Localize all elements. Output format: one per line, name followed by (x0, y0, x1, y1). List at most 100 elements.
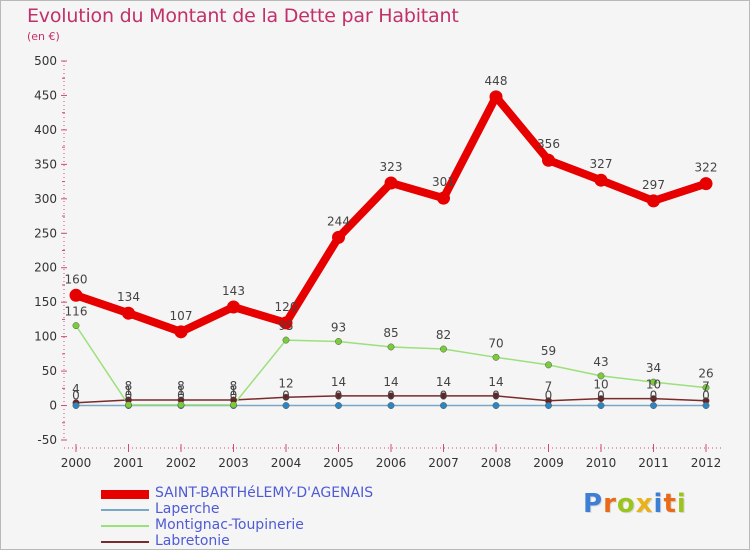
data-label: 85 (383, 326, 398, 340)
y-tick-label: 150 (34, 295, 57, 309)
logo-letter: t (663, 489, 677, 519)
x-tick-label: 2007 (428, 456, 459, 470)
data-label: 95 (278, 319, 293, 333)
data-point (282, 393, 290, 401)
data-point (597, 402, 605, 409)
logo-letter: r (603, 489, 617, 519)
data-label: 0 (702, 389, 710, 403)
data-point (125, 401, 132, 409)
logo-letter: i (676, 489, 687, 519)
data-label: 8 (230, 379, 238, 393)
data-label: 4 (72, 382, 80, 396)
data-label: 43 (593, 355, 608, 369)
data-point (542, 153, 555, 167)
y-tick-label: 0 (49, 399, 57, 413)
data-label: 0 (230, 389, 238, 403)
data-label: 0 (335, 389, 343, 403)
legend-item: Laperche (101, 501, 421, 518)
x-tick-label: 2001 (113, 456, 144, 470)
data-point (335, 402, 342, 409)
data-label: 0 (387, 389, 395, 403)
data-point (594, 173, 608, 187)
data-label: 34 (646, 361, 661, 375)
data-point (230, 401, 237, 409)
legend: SAINT-BARTHéLEMY-D'AGENAIS Laperche Montig… (101, 485, 421, 549)
proxiti-logo: Proxiti (583, 489, 687, 519)
series-line-0 (72, 92, 710, 336)
data-point (650, 378, 657, 386)
data-point (174, 325, 188, 339)
legend-label: Montignac-Toupinerie (155, 517, 304, 533)
data-label: 70 (488, 336, 503, 350)
data-label: 323 (380, 160, 403, 174)
x-tick-label: 2006 (376, 456, 407, 470)
legend-swatch (101, 509, 149, 511)
legend-swatch (101, 541, 149, 543)
data-label: 301 (432, 175, 455, 189)
data-point (597, 372, 605, 380)
data-point (279, 316, 293, 330)
legend-label: Laperche (155, 501, 220, 517)
data-point (387, 343, 395, 351)
data-label: 7 (545, 380, 553, 394)
data-label: 107 (170, 309, 193, 323)
data-label: 7 (702, 380, 710, 394)
x-tick-label: 2010 (586, 456, 617, 470)
data-label: 0 (597, 389, 605, 403)
y-tick-label: 450 (34, 88, 57, 102)
data-point (335, 338, 342, 345)
data-label: 26 (698, 367, 713, 381)
data-point (384, 176, 398, 190)
data-label: 134 (117, 290, 140, 304)
legend-label: Labretonie (155, 533, 230, 549)
y-tick-label: -50 (37, 433, 57, 447)
y-tick-label: 300 (34, 192, 57, 206)
data-point (597, 395, 605, 403)
data-label: 14 (383, 375, 398, 389)
x-tick-label: 2000 (61, 456, 92, 470)
x-tick-label: 2003 (218, 456, 249, 470)
data-label: 0 (545, 389, 553, 403)
data-label: 1 (230, 384, 238, 398)
data-label: 120 (275, 300, 298, 314)
y-tick-label: 100 (34, 330, 57, 344)
data-point (702, 402, 710, 409)
legend-item: Labretonie (101, 533, 421, 549)
x-tick-label: 2004 (271, 456, 302, 470)
data-point (492, 353, 500, 361)
y-tick-label: 400 (34, 123, 57, 137)
data-point (440, 345, 447, 353)
data-point (440, 392, 447, 400)
data-label: 297 (642, 178, 665, 192)
data-point (332, 230, 345, 244)
legend-label: SAINT-BARTHéLEMY-D'AGENAIS (155, 485, 374, 501)
data-point (282, 336, 290, 344)
chart-subtitle: (en €) (27, 30, 60, 43)
data-point (650, 402, 657, 409)
data-point (387, 392, 395, 400)
data-point (282, 402, 290, 409)
data-label: 59 (541, 344, 556, 358)
data-label: 327 (590, 157, 613, 171)
data-label: 12 (278, 376, 293, 390)
y-tick-label: 500 (34, 54, 57, 68)
data-label: 0 (72, 389, 80, 403)
logo-letter: i (653, 489, 664, 519)
data-point (335, 392, 342, 400)
legend-swatch (101, 525, 149, 527)
data-point (69, 288, 83, 302)
data-label: 0 (177, 389, 185, 403)
y-tick-label: 350 (34, 157, 57, 171)
data-label: 10 (646, 378, 661, 392)
data-point (545, 361, 552, 369)
data-label: 356 (537, 137, 560, 151)
data-point (227, 300, 240, 314)
logo-letter: o (616, 489, 636, 519)
series-markers (69, 90, 713, 409)
y-tick-label: 50 (42, 364, 57, 378)
data-point (702, 384, 710, 392)
data-point (492, 392, 500, 400)
data-label: 82 (436, 328, 451, 342)
